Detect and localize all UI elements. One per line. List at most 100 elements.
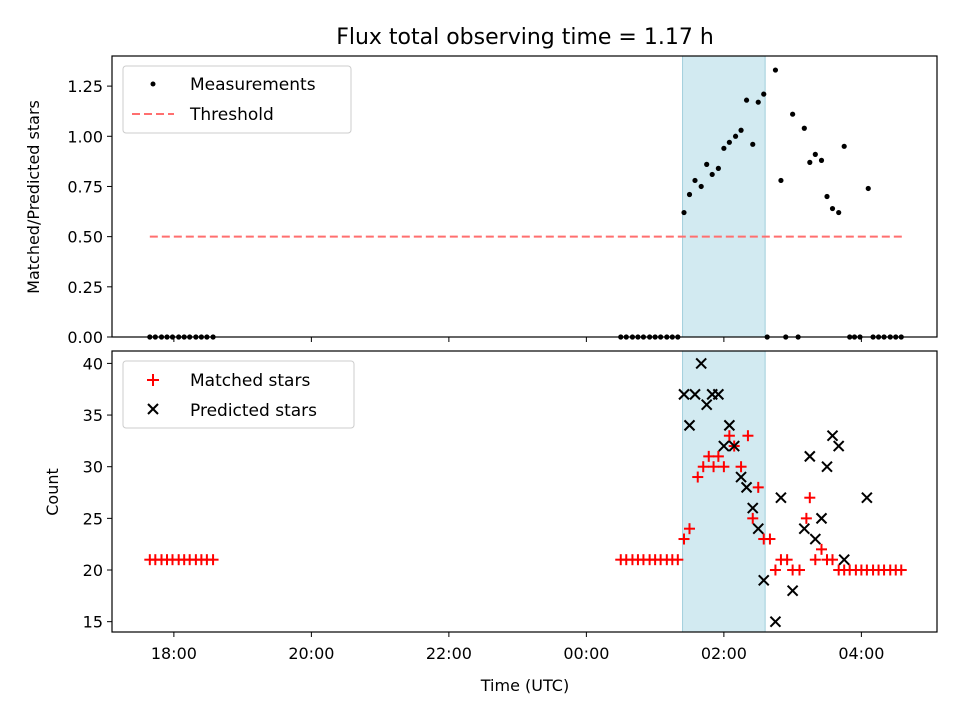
predicted-star-point [861, 491, 873, 504]
predicted-star-point [740, 481, 753, 494]
predicted-star-stroke [809, 533, 822, 545]
predicted-star-point [678, 388, 690, 401]
measurement-point [829, 205, 836, 212]
predicted-star-stroke [826, 430, 839, 442]
predicted-star-point [809, 533, 822, 545]
predicted-star-point [832, 440, 845, 452]
predicted-star-stroke [804, 450, 816, 463]
predicted-star-point [747, 502, 759, 514]
legend-label-threshold: Threshold [189, 105, 274, 125]
matched-star-point [781, 554, 793, 566]
count-ytick-label: 15 [83, 613, 103, 632]
count-legend: Matched stars Predicted stars [122, 360, 355, 429]
count-ytick-label: 35 [83, 406, 103, 425]
matched-star-point [678, 533, 690, 545]
predicted-star-stroke [700, 399, 713, 411]
matched-star-point [794, 564, 805, 576]
measurement-point [709, 171, 715, 178]
count-legend-box [122, 360, 355, 429]
count-xtick-label: 04:00 [838, 644, 884, 663]
predicted-star-stroke [798, 522, 811, 535]
predicted-star-stroke [752, 522, 764, 535]
predicted-star-point [752, 522, 764, 535]
count-ylabel: Count [43, 468, 62, 516]
measurement-point [738, 127, 744, 133]
predicted-star-stroke [815, 512, 828, 525]
legend-label-measurements: Measurements [190, 75, 316, 95]
matched-star-point [764, 533, 776, 545]
measurement-point [726, 139, 732, 145]
predicted-star-point [821, 460, 833, 473]
predicted-star-point [728, 440, 740, 452]
predicted-star-stroke [718, 440, 730, 452]
measurement-point [743, 97, 750, 103]
predicted-star-point [758, 574, 770, 587]
predicted-star-stroke [712, 388, 725, 401]
predicted-star-stroke [861, 491, 873, 504]
legend-marker-matched [147, 374, 159, 386]
matched-star-point [697, 461, 709, 473]
ratio-ytick-label: 1.25 [67, 77, 103, 96]
x-axis-label: Time (UTC) [480, 676, 569, 695]
ratio-ytick-label: 0.25 [67, 278, 103, 297]
matched-star-point [723, 430, 735, 442]
measurement-point [755, 99, 761, 105]
matched-star-point [827, 554, 838, 566]
predicted-star-stroke [786, 584, 799, 597]
predicted-star-point [689, 388, 701, 401]
measurement-point [761, 91, 767, 97]
measurement-point [812, 151, 818, 157]
matched-star-point [708, 461, 720, 473]
ratio-ytick-label: 1.00 [67, 127, 103, 146]
predicted-star-stroke [775, 491, 787, 504]
predicted-star-point [695, 357, 707, 370]
predicted-star-point [683, 419, 696, 432]
predicted-star-point [786, 584, 799, 597]
ratio-observing-span [682, 55, 766, 338]
predicted-star-point [735, 471, 747, 483]
predicted-star-stroke [735, 471, 747, 483]
predicted-star-stroke [683, 419, 696, 432]
count-ytick-label: 30 [83, 458, 103, 477]
count-xtick-label: 18:00 [151, 644, 197, 663]
matched-star-point [769, 564, 781, 576]
measurement-point [778, 177, 784, 184]
predicted-star-stroke [723, 419, 736, 432]
predicted-star-stroke [689, 388, 701, 401]
count-panel: 15 20 25 30 35 40 18:00 20:00 22:00 00:00 02:00 04… [43, 350, 938, 695]
matched-star-point [207, 554, 219, 566]
predicted-star-point [718, 440, 730, 452]
measurement-point [772, 67, 779, 73]
matched-star-point [735, 461, 747, 473]
predicted-star-point [712, 388, 725, 401]
matched-star-point [809, 554, 821, 566]
predicted-star-stroke [832, 440, 845, 452]
measurement-point [790, 111, 796, 117]
matched-star-point [804, 492, 816, 504]
predicted-star-point [769, 615, 782, 628]
ratio-axes-frame [111, 55, 938, 338]
matched-star-point [742, 430, 754, 442]
matched-star-point [800, 512, 812, 524]
count-xtick-label: 02:00 [701, 644, 747, 663]
legend-marker-measurements [150, 81, 156, 87]
legend-label-predicted: Predicted stars [190, 401, 317, 421]
matched-star-point [703, 450, 715, 462]
measurement-point [704, 161, 710, 167]
count-axes-frame [111, 350, 938, 633]
matched-star-point [816, 543, 827, 555]
predicted-star-point [804, 450, 816, 463]
measurement-point [698, 183, 704, 190]
chart-title: Flux total observing time = 1.17 h [336, 25, 714, 50]
predicted-star-stroke [728, 440, 740, 452]
measurement-point [750, 141, 756, 147]
measurement-point [692, 177, 698, 184]
count-ytick-label: 20 [83, 561, 103, 580]
predicted-star-stroke [758, 574, 770, 587]
legend-marker-predicted [147, 403, 159, 415]
predicted-star-stroke [769, 615, 782, 628]
matched-star-point [895, 564, 907, 576]
ratio-ytick-label: 0.50 [67, 228, 103, 247]
ratio-ytick-label: 0.00 [67, 328, 103, 347]
